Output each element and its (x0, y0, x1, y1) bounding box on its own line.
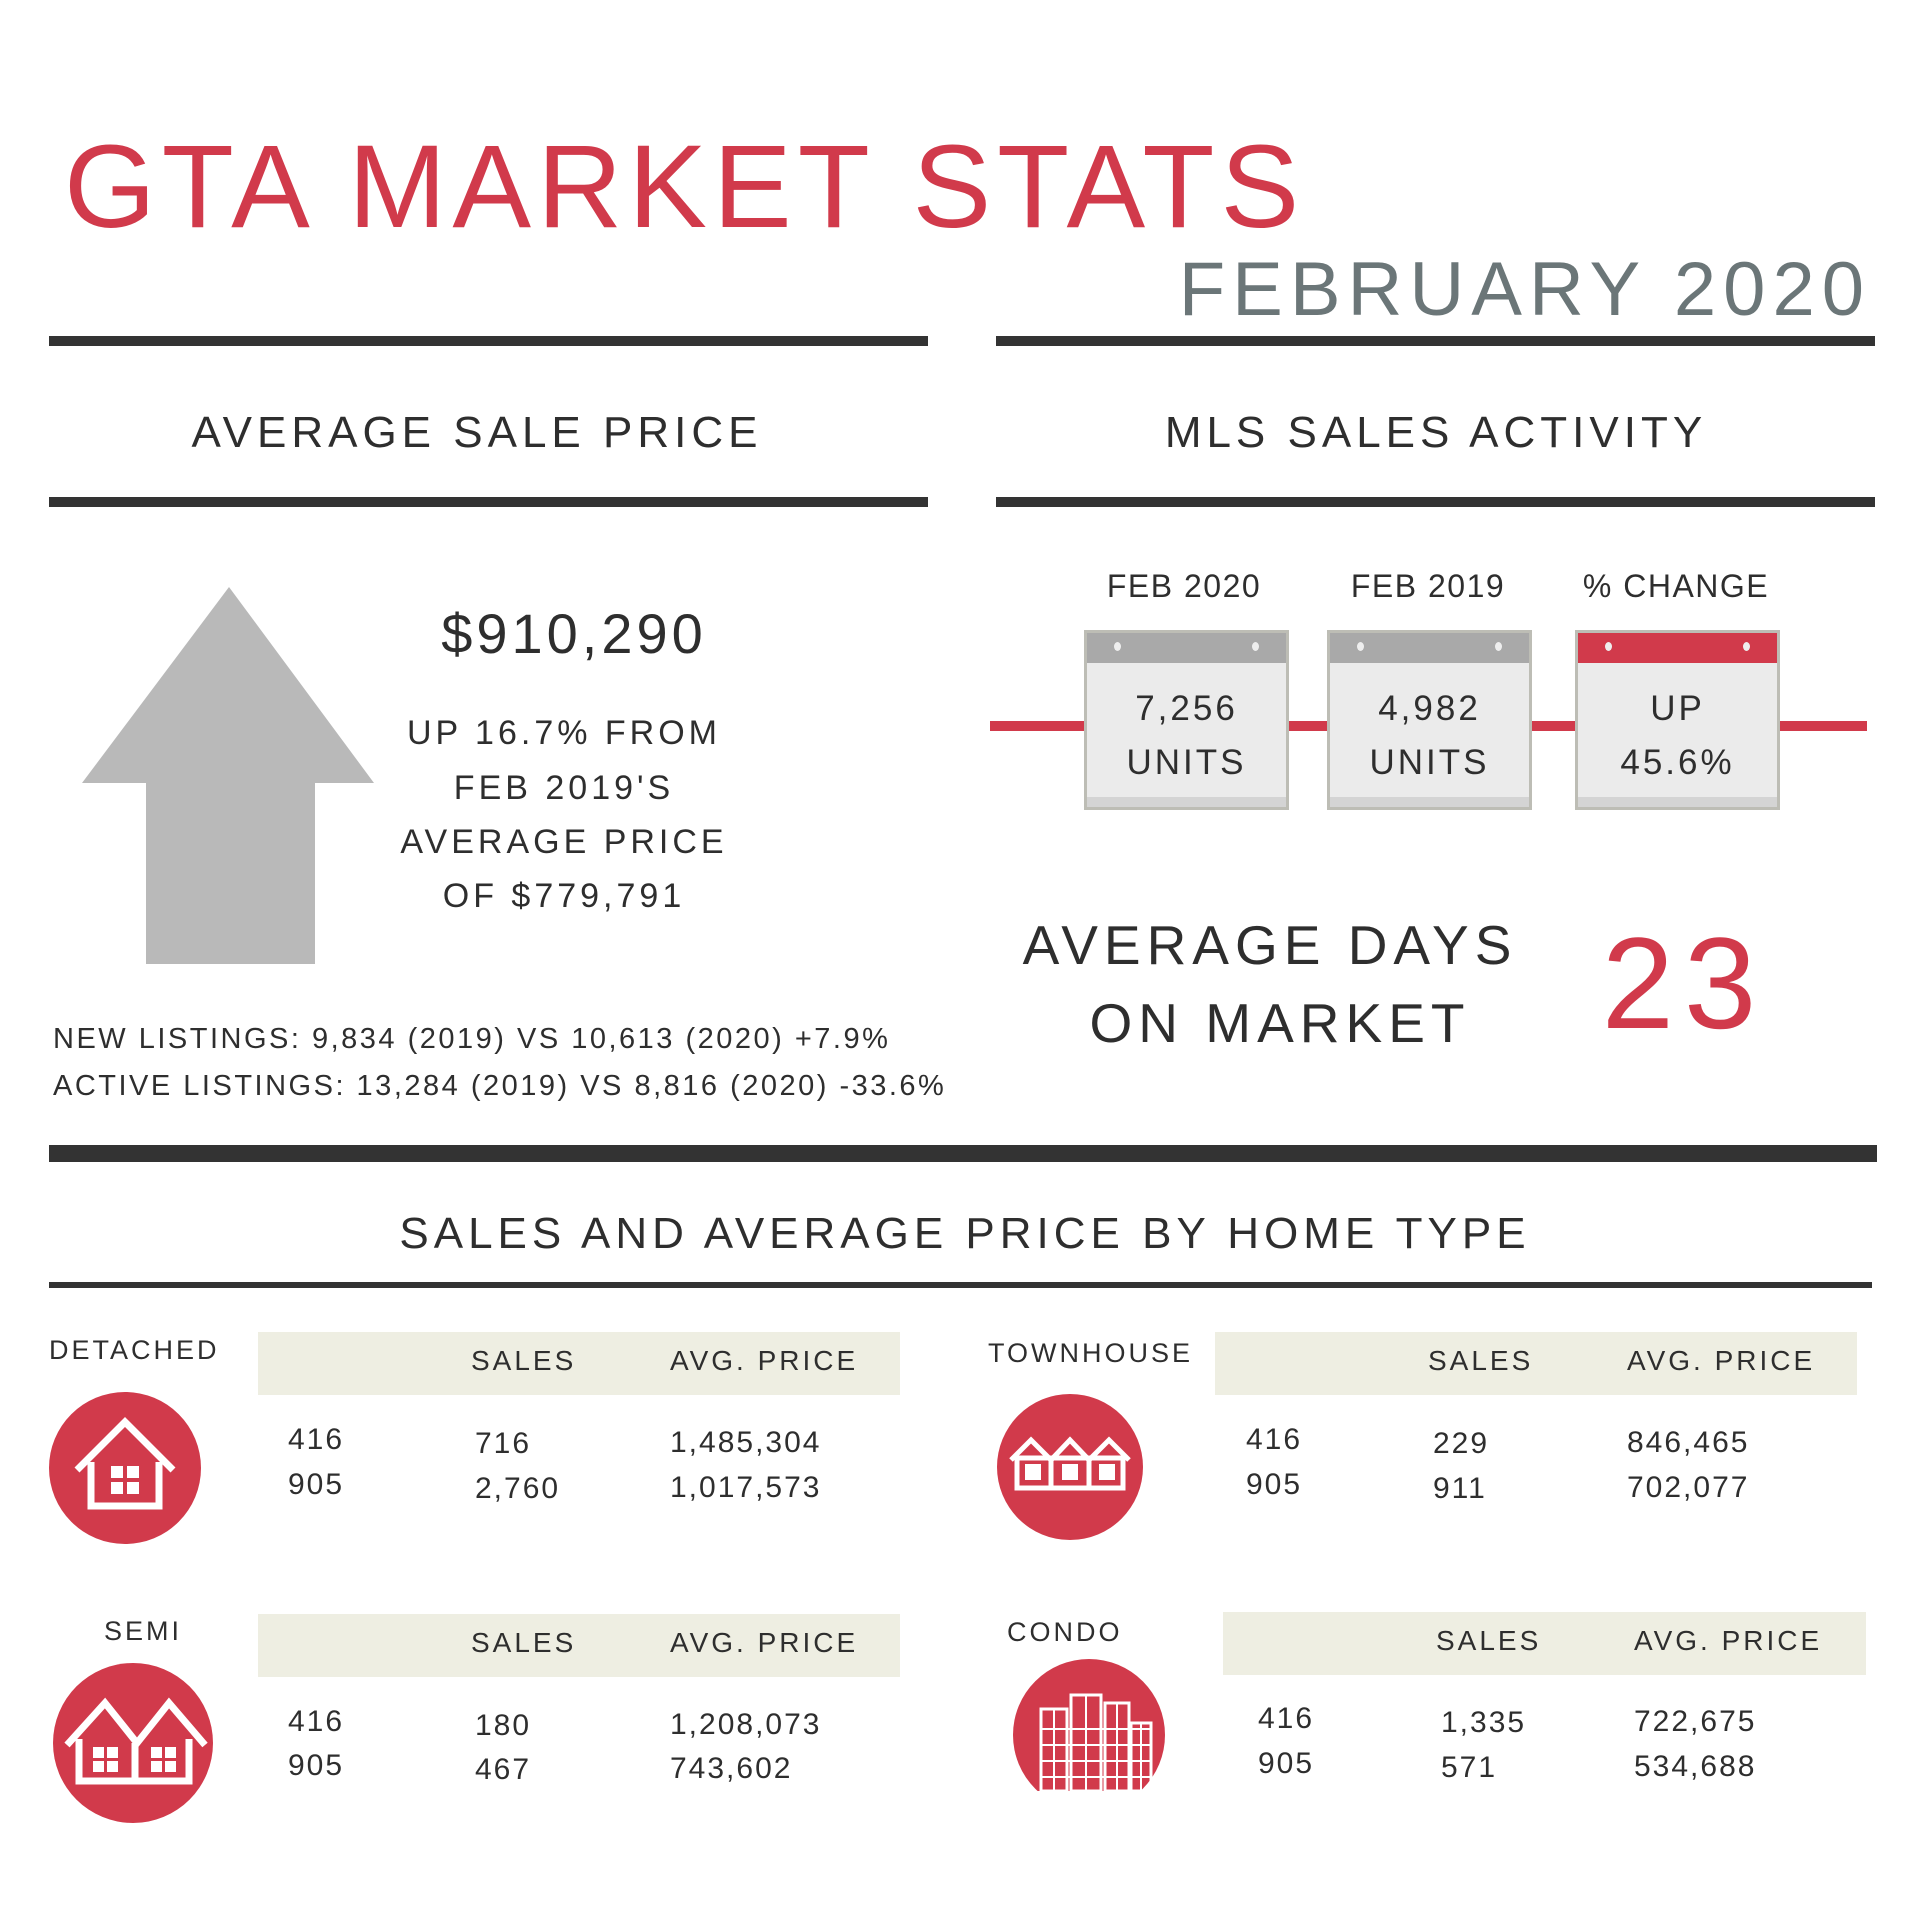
change-percent: 45.6% (1620, 743, 1735, 782)
condo-building-icon (1013, 1659, 1165, 1791)
average-price: $910,290 (441, 602, 707, 665)
column-label: FEB 2019 (1350, 568, 1506, 604)
sales-value: 716 (475, 1427, 532, 1460)
units-value: 7,256 (1135, 689, 1238, 728)
price-value: 743,602 (670, 1752, 793, 1785)
days-on-market-value: 23 (1601, 910, 1767, 1056)
detached-house-icon (49, 1392, 201, 1544)
report-month: FEBRUARY 2020 (1178, 247, 1871, 332)
price-note-line: UP 16.7% FROM (406, 714, 722, 752)
divider (996, 336, 1875, 346)
price-value: 534,688 (1634, 1750, 1757, 1783)
calendar-card-feb-2020: 7,256 UNITS (1084, 630, 1289, 810)
area-code: 416 (288, 1423, 345, 1456)
divider (49, 1282, 1872, 1288)
days-on-market-label: AVERAGE DAYS (1022, 914, 1518, 976)
area-code: 905 (288, 1468, 345, 1501)
price-note-line: AVERAGE PRICE (400, 823, 728, 861)
col-price: AVG. PRICE (670, 1345, 859, 1376)
area-code: 416 (1246, 1423, 1303, 1456)
days-on-market-label: ON MARKET (1089, 992, 1471, 1054)
area-code: 416 (1258, 1702, 1315, 1735)
home-type-label: CONDO (1007, 1617, 1123, 1647)
col-sales: SALES (471, 1627, 577, 1658)
active-listings: ACTIVE LISTINGS: 13,284 (2019) VS 8,816 … (53, 1070, 947, 1102)
home-type-label: TOWNHOUSE (988, 1338, 1194, 1368)
area-code: 416 (288, 1705, 345, 1738)
new-listings: NEW LISTINGS: 9,834 (2019) VS 10,613 (20… (53, 1023, 891, 1055)
home-type-label: DETACHED (49, 1335, 220, 1365)
col-sales: SALES (471, 1345, 577, 1376)
sales-value: 911 (1433, 1472, 1487, 1505)
calendar-card-feb-2019: 4,982 UNITS (1327, 630, 1532, 810)
col-sales: SALES (1428, 1345, 1534, 1376)
divider (49, 1145, 1877, 1162)
price-value: 1,485,304 (670, 1426, 822, 1459)
home-type-label: SEMI (103, 1616, 183, 1646)
divider (49, 497, 928, 507)
area-code: 905 (1246, 1468, 1303, 1501)
sales-value: 1,335 (1441, 1706, 1527, 1739)
sales-value: 180 (475, 1709, 532, 1742)
change-direction: UP (1650, 689, 1705, 728)
column-label: % CHANGE (1582, 568, 1770, 604)
col-price: AVG. PRICE (670, 1627, 859, 1658)
section-heading-home-types: SALES AND AVERAGE PRICE BY HOME TYPE (399, 1209, 1531, 1258)
table-header (1223, 1612, 1866, 1675)
units-value: 4,982 (1378, 689, 1481, 728)
divider (996, 497, 1875, 507)
price-value: 722,675 (1634, 1705, 1757, 1738)
price-value: 702,077 (1627, 1471, 1750, 1504)
area-code: 905 (1258, 1747, 1315, 1780)
price-value: 1,208,073 (670, 1708, 822, 1741)
section-heading-mls: MLS SALES ACTIVITY (1164, 408, 1708, 457)
units-label: UNITS (1126, 743, 1247, 782)
column-label: FEB 2020 (1106, 568, 1262, 604)
price-value: 846,465 (1627, 1426, 1750, 1459)
divider (49, 336, 928, 346)
area-code: 905 (288, 1749, 345, 1782)
sales-value: 229 (1433, 1427, 1490, 1460)
sales-value: 467 (475, 1753, 532, 1786)
price-note-line: OF $779,791 (442, 877, 686, 915)
page-title: GTA MARKET STATS (64, 121, 1306, 253)
units-label: UNITS (1369, 743, 1490, 782)
semi-house-icon (53, 1663, 213, 1823)
col-price: AVG. PRICE (1634, 1625, 1823, 1656)
col-price: AVG. PRICE (1627, 1345, 1816, 1376)
section-heading-avg-price: AVERAGE SALE PRICE (191, 408, 763, 457)
sales-value: 2,760 (475, 1472, 561, 1505)
townhouse-icon (997, 1394, 1143, 1540)
sales-value: 571 (1441, 1751, 1498, 1784)
price-note-line: FEB 2019'S (453, 769, 675, 807)
table-header (258, 1332, 900, 1395)
col-sales: SALES (1436, 1625, 1542, 1656)
price-value: 1,017,573 (670, 1471, 822, 1504)
table-header (258, 1614, 900, 1677)
up-arrow-icon (82, 587, 374, 964)
calendar-card-change: UP 45.6% (1575, 630, 1780, 810)
table-header (1215, 1332, 1857, 1395)
